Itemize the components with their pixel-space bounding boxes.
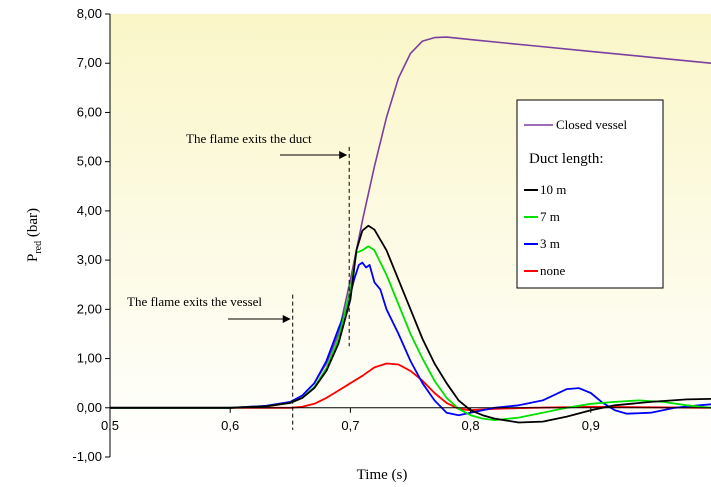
legend-label-7m: 7 m: [540, 209, 560, 224]
x-tick-label: 0,7: [341, 418, 359, 433]
x-tick-label: 0,8: [462, 418, 480, 433]
y-tick-label: 6,00: [77, 104, 102, 119]
x-tick-label: 0,9: [582, 418, 600, 433]
y-tick-label: 7,00: [77, 55, 102, 70]
annotation-flame-exits-vessel: The flame exits the vessel: [127, 294, 262, 309]
x-tick-label: 0,5: [101, 418, 119, 433]
y-tick-label: 8,00: [77, 6, 102, 21]
legend-label-none: none: [540, 263, 566, 278]
y-axis-label-unit: (bar): [25, 208, 41, 241]
axes-layer: -1,00 0,00 1,00 2,00 3,00 4,00 5,00 6,00 7,00 8,0…: [72, 6, 711, 464]
y-axis-label-subscript: red: [33, 241, 44, 254]
series-layer: [110, 36, 711, 424]
y-tick-label: 1,00: [77, 351, 102, 366]
legend-label-closed-vessel: Closed vessel: [556, 117, 628, 132]
y-tick-label: 4,00: [77, 203, 102, 218]
y-tick-label: 0,00: [77, 400, 102, 415]
legend-label-10m: 10 m: [540, 182, 566, 197]
legend-label-3m: 3 m: [540, 236, 560, 251]
y-tick-label: 5,00: [77, 154, 102, 169]
y-axis-label-main: P: [25, 254, 41, 262]
legend-heading: Duct length:: [529, 151, 604, 167]
x-tick-label: 0,6: [221, 418, 239, 433]
legend-box: [516, 99, 664, 289]
y-tick-label: 2,00: [77, 301, 102, 316]
y-tick-label: 3,00: [77, 252, 102, 267]
legend: Closed vessel Duct length: 10 m 7 m 3 m …: [516, 99, 664, 289]
series-line-10-m: [110, 224, 711, 424]
y-tick-label: -1,00: [72, 449, 102, 464]
annotation-flame-exits-duct: The flame exits the duct: [186, 131, 312, 146]
y-axis-label: Pred (bar): [25, 208, 44, 262]
series-line-none: [110, 362, 711, 412]
annotations-layer: The flame exits the duct The flame exits…: [127, 131, 350, 430]
x-axis-label: Time (s): [357, 467, 408, 483]
